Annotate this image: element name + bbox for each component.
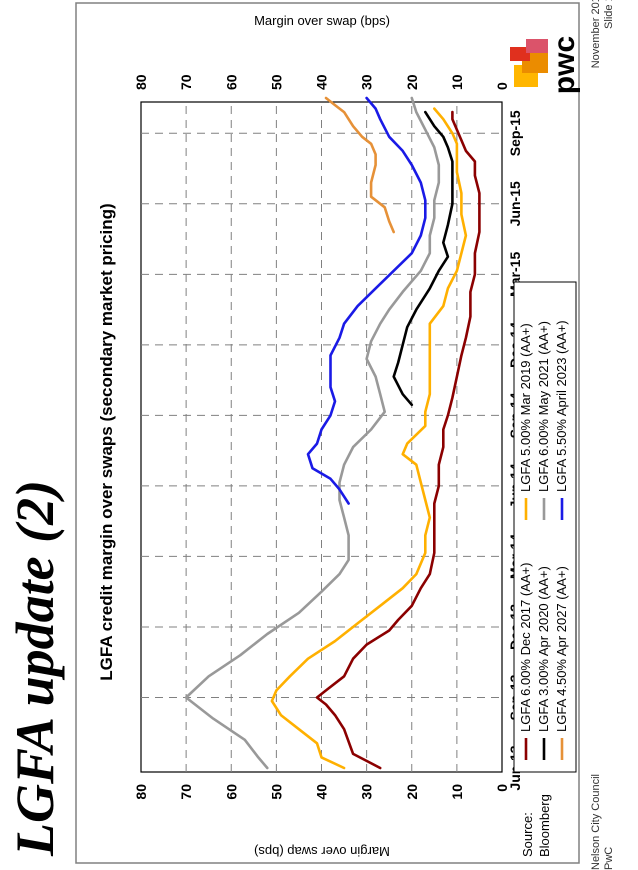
logo-text: pwc xyxy=(548,36,581,94)
chart-title: LGFA credit margin over swaps (secondary… xyxy=(97,203,116,680)
gridlines xyxy=(141,102,502,772)
y-tick-label-left: 30 xyxy=(359,784,375,800)
legend-box xyxy=(513,281,577,773)
source-name: Bloomberg xyxy=(537,794,552,857)
legend-label: LGFA 6.00% Dec 2017 (AA+) xyxy=(518,563,533,732)
slide-title: LGFA update (2) xyxy=(5,479,65,856)
y-tick-label-right: 0 xyxy=(494,82,510,90)
footer-right: November 2015 Slide 11 xyxy=(590,0,630,160)
logo-block-red xyxy=(510,47,530,61)
legend-label: LGFA 4.50% Apr 2027 (AA+) xyxy=(554,566,569,732)
footer-firm: PwC xyxy=(603,846,615,870)
legend-label: LGFA 5.00% Mar 2019 (AA+) xyxy=(518,323,533,492)
line-chart: 0010102020303040405050606070708080Jun-13… xyxy=(75,2,581,864)
footer-left: Nelson City Council PwC xyxy=(590,700,630,870)
series-line xyxy=(392,110,454,407)
y-tick-label-left: 0 xyxy=(494,784,510,792)
y-tick-label-left: 40 xyxy=(314,784,330,800)
logo-block-rose xyxy=(526,39,548,53)
footer-date: November 2015 xyxy=(590,0,602,69)
legend-label: LGFA 5.50% April 2023 (AA+) xyxy=(554,320,569,492)
legend: LGFA 6.00% Dec 2017 (AA+) LGFA 3.00% Apr … xyxy=(518,320,569,760)
y-tick-label-left: 20 xyxy=(404,784,420,800)
y-tick-label-right: 80 xyxy=(133,74,149,90)
series-line xyxy=(315,110,481,770)
series-line xyxy=(184,96,441,770)
y-tick-label-right: 40 xyxy=(314,74,330,90)
x-tick-label: Sep-15 xyxy=(507,110,523,156)
series-line xyxy=(270,107,468,770)
y-axis-title-left: Margin over swap (bps) xyxy=(254,844,390,859)
series-line xyxy=(324,96,396,234)
footer-slide-number: Slide 11 xyxy=(603,0,615,29)
y-tick-label-right: 30 xyxy=(359,74,375,90)
y-tick-label-right: 60 xyxy=(223,74,239,90)
x-tick-label: Jun-15 xyxy=(507,181,523,226)
legend-label: LGFA 6.00% May 2021 (AA+) xyxy=(536,321,551,492)
y-tick-label-left: 10 xyxy=(449,784,465,800)
footer-client: Nelson City Council xyxy=(590,774,602,870)
y-tick-label-left: 80 xyxy=(133,784,149,800)
legend-label: LGFA 3.00% Apr 2020 (AA+) xyxy=(536,566,551,732)
pwc-logo: pwc xyxy=(510,36,581,94)
y-tick-label-right: 10 xyxy=(449,74,465,90)
chart-panel: 0010102020303040405050606070708080Jun-13… xyxy=(74,0,582,865)
y-axis-title-right: Margin over swap (bps) xyxy=(254,13,390,28)
series-line xyxy=(306,96,427,505)
y-tick-label-right: 20 xyxy=(404,74,420,90)
series-lines xyxy=(184,96,481,770)
chart-frame xyxy=(75,2,580,864)
source-label: Source: xyxy=(520,812,535,857)
y-tick-label-left: 70 xyxy=(178,784,194,800)
y-tick-label-right: 70 xyxy=(178,74,194,90)
y-tick-label-right: 50 xyxy=(268,74,284,90)
y-tick-label-left: 50 xyxy=(268,784,284,800)
y-tick-label-left: 60 xyxy=(223,784,239,800)
